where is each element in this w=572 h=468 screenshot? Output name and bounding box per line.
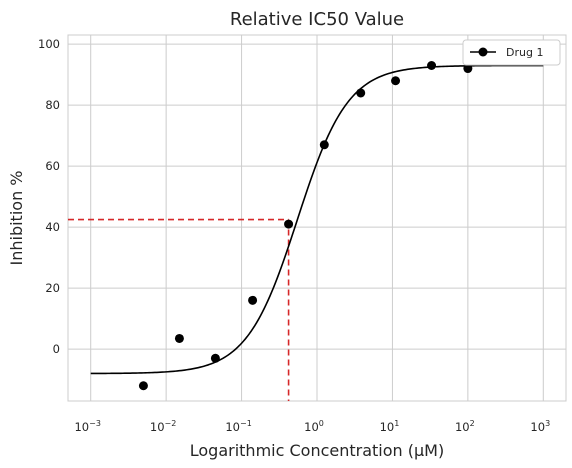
legend: Drug 1 — [462, 39, 561, 66]
x-tick-label: 101 — [380, 419, 400, 434]
data-point — [284, 219, 294, 229]
y-tick-label: 40 — [45, 220, 60, 234]
y-axis-label: Inhibition % — [7, 171, 26, 266]
grid-lines — [68, 35, 566, 401]
x-axis-label: Logarithmic Concentration (μM) — [190, 441, 444, 460]
x-tick-label: 103 — [530, 419, 550, 434]
ic50-marker-lines — [68, 218, 290, 401]
data-point — [463, 64, 473, 74]
x-tick-label: 10−2 — [150, 419, 176, 434]
y-tick-labels: 0 20 40 60 80 100 — [38, 37, 60, 356]
legend-box — [462, 39, 561, 66]
y-tick-label: 60 — [45, 159, 60, 173]
x-tick-label: 102 — [455, 419, 475, 434]
chart-title: Relative IC50 Value — [230, 9, 404, 30]
x-tick-label: 10−3 — [74, 419, 100, 434]
data-point — [138, 381, 148, 391]
legend-marker — [478, 47, 488, 57]
data-point — [391, 76, 401, 86]
data-point — [319, 140, 329, 150]
legend-label-drug-1: Drug 1 — [506, 46, 543, 59]
y-tick-label: 100 — [38, 37, 60, 51]
y-tick-label: 0 — [53, 342, 60, 356]
data-point — [174, 333, 184, 343]
data-point — [248, 295, 258, 305]
x-tick-labels: 10−3 10−2 10−1 100 101 102 103 — [74, 419, 550, 434]
x-tick-label: 10−1 — [225, 419, 251, 434]
y-tick-label: 20 — [45, 281, 60, 295]
data-point — [427, 61, 437, 70]
data-points — [138, 61, 473, 391]
data-point — [210, 353, 220, 363]
data-point — [356, 88, 366, 98]
plot-frame — [67, 34, 567, 402]
y-tick-label: 80 — [45, 98, 60, 112]
x-tick-label: 100 — [304, 419, 324, 434]
